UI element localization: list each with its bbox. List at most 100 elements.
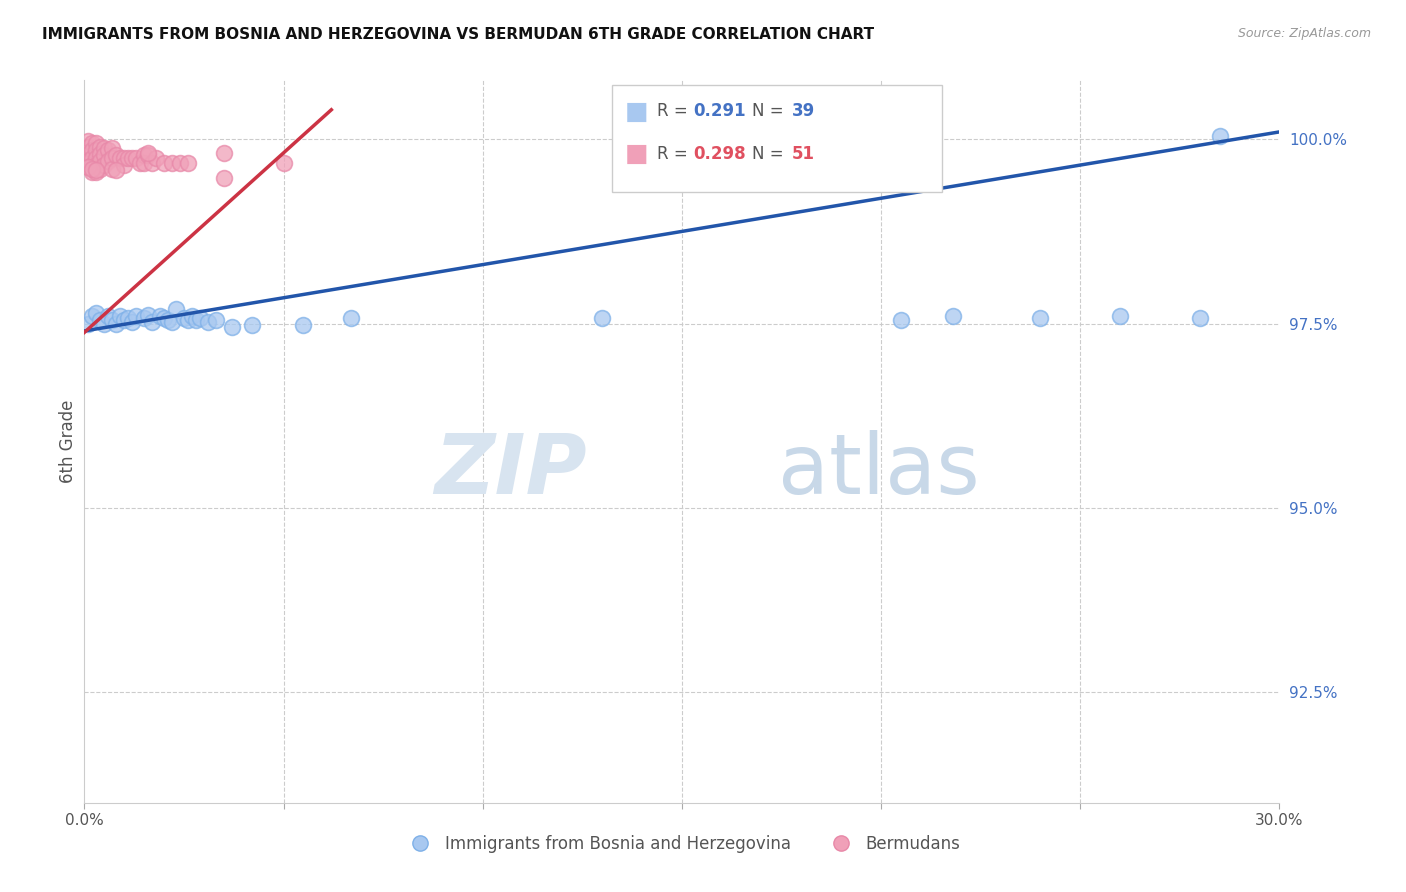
Point: [112, 158, 135, 172]
Point: [86, 165, 108, 179]
Point: [89, 313, 111, 327]
Point: [273, 156, 295, 170]
Point: [105, 148, 128, 162]
Point: [136, 308, 159, 322]
Point: [173, 310, 195, 325]
Point: [340, 310, 363, 325]
Point: [129, 156, 152, 170]
Point: [942, 309, 965, 323]
Point: [86, 163, 108, 178]
Point: [141, 156, 163, 170]
Point: [97, 144, 120, 158]
Point: [89, 154, 111, 169]
Point: [93, 148, 115, 162]
Point: [188, 310, 211, 325]
Point: [212, 170, 235, 185]
Point: [82, 151, 104, 165]
Point: [292, 318, 315, 332]
Point: [145, 151, 167, 165]
Text: ■: ■: [626, 143, 648, 166]
Point: [205, 313, 228, 327]
Point: [177, 156, 200, 170]
Point: [77, 161, 100, 175]
Point: [112, 151, 135, 165]
Text: R =: R =: [657, 145, 693, 163]
Text: N =: N =: [752, 103, 789, 120]
Point: [212, 145, 235, 160]
Point: [890, 313, 912, 327]
Text: ■: ■: [626, 100, 648, 123]
Point: [132, 148, 156, 162]
Point: [93, 158, 115, 172]
Point: [110, 309, 132, 323]
Point: [169, 156, 191, 170]
Point: [101, 141, 124, 155]
Point: [77, 154, 100, 169]
Point: [101, 151, 124, 165]
Point: [77, 317, 100, 331]
Point: [221, 320, 243, 334]
Point: [89, 147, 111, 161]
Point: [86, 158, 108, 172]
Point: [89, 161, 111, 176]
Point: [86, 136, 108, 150]
Point: [82, 158, 104, 172]
Text: 0.298: 0.298: [693, 145, 745, 163]
Point: [197, 315, 219, 329]
Point: [177, 313, 200, 327]
Point: [141, 315, 163, 329]
Text: R =: R =: [657, 103, 693, 120]
Text: 39: 39: [792, 103, 815, 120]
Point: [1209, 128, 1232, 143]
Point: [89, 139, 111, 153]
Point: [1188, 310, 1211, 325]
Text: IMMIGRANTS FROM BOSNIA AND HERZEGOVINA VS BERMUDAN 6TH GRADE CORRELATION CHART: IMMIGRANTS FROM BOSNIA AND HERZEGOVINA V…: [42, 27, 875, 42]
Point: [184, 313, 207, 327]
Point: [591, 310, 613, 325]
Point: [160, 156, 183, 170]
Point: [93, 141, 115, 155]
Y-axis label: 6th Grade: 6th Grade: [59, 400, 77, 483]
Point: [105, 163, 128, 178]
Text: Source: ZipAtlas.com: Source: ZipAtlas.com: [1237, 27, 1371, 40]
Point: [153, 156, 176, 170]
Point: [77, 134, 100, 148]
Text: atlas: atlas: [778, 430, 979, 511]
Point: [101, 313, 124, 327]
Point: [82, 136, 104, 150]
Point: [77, 139, 100, 153]
Point: [77, 147, 100, 161]
Point: [82, 144, 104, 158]
Point: [82, 309, 104, 323]
Point: [105, 317, 128, 331]
Point: [101, 161, 124, 176]
Point: [121, 151, 143, 165]
Point: [117, 310, 139, 325]
Legend: Immigrants from Bosnia and Herzegovina, Bermudans: Immigrants from Bosnia and Herzegovina, …: [396, 828, 967, 860]
Point: [97, 154, 120, 169]
Point: [86, 144, 108, 158]
Text: 51: 51: [792, 145, 814, 163]
Text: ZIP: ZIP: [433, 430, 586, 511]
Point: [86, 305, 108, 319]
Point: [136, 145, 159, 160]
Point: [1029, 310, 1052, 325]
Point: [132, 156, 156, 170]
Point: [149, 309, 172, 323]
Point: [125, 151, 148, 165]
Point: [136, 148, 159, 162]
Point: [82, 161, 104, 176]
Point: [121, 315, 143, 329]
Point: [112, 313, 135, 327]
Point: [82, 165, 104, 179]
Text: 0.291: 0.291: [693, 103, 745, 120]
Point: [117, 151, 139, 165]
Point: [86, 151, 108, 165]
Point: [110, 151, 132, 165]
Point: [93, 317, 115, 331]
Point: [165, 301, 187, 316]
Point: [240, 318, 263, 332]
Point: [157, 313, 180, 327]
Point: [132, 310, 156, 325]
Point: [160, 315, 183, 329]
